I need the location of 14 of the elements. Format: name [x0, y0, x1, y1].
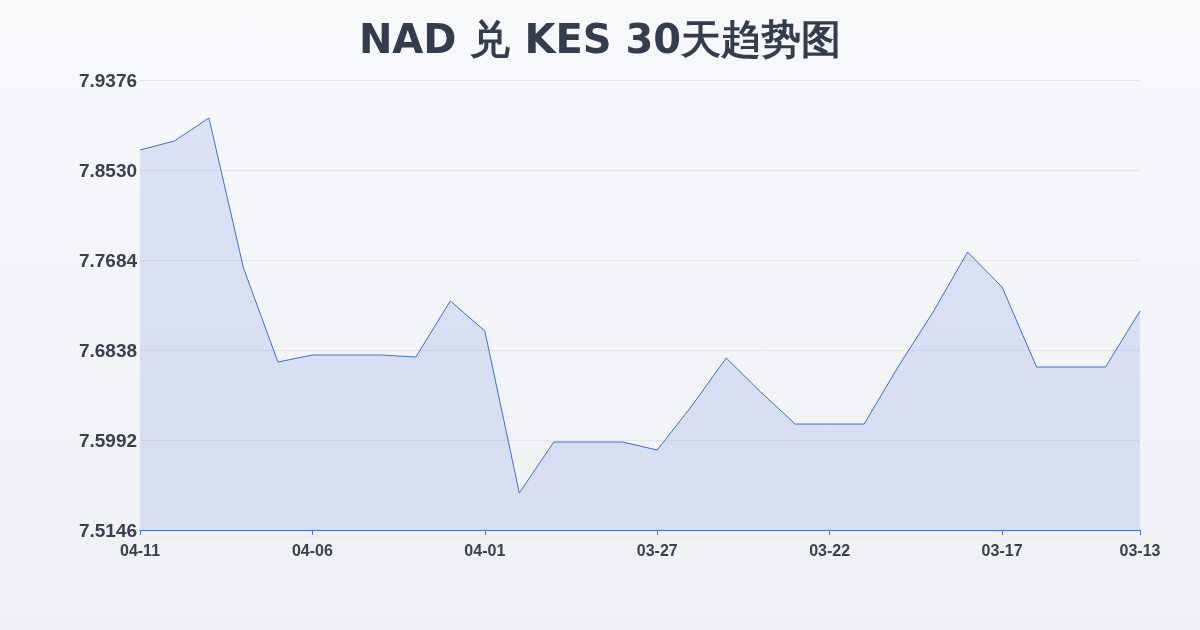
y-tick-label: 7.6838 [78, 339, 138, 361]
x-tick-label: 04-06 [291, 541, 333, 559]
y-tick-label: 7.5992 [78, 429, 138, 451]
chart-title: NAD 兑 KES 30天趋势图 [358, 16, 842, 62]
x-tick-label: 03-27 [636, 541, 678, 559]
x-tick-label: 04-11 [119, 541, 161, 559]
y-tick-label: 7.9376 [78, 69, 138, 91]
y-tick-label: 7.5146 [78, 519, 138, 541]
y-tick-label: 7.7684 [78, 249, 138, 271]
y-tick-label: 7.8530 [78, 159, 138, 181]
x-tick-label: 04-01 [464, 541, 506, 559]
x-tick-label: 03-22 [809, 541, 851, 559]
x-tick-label: 03-17 [981, 541, 1023, 559]
x-tick-label: 03-13 [1119, 541, 1161, 559]
